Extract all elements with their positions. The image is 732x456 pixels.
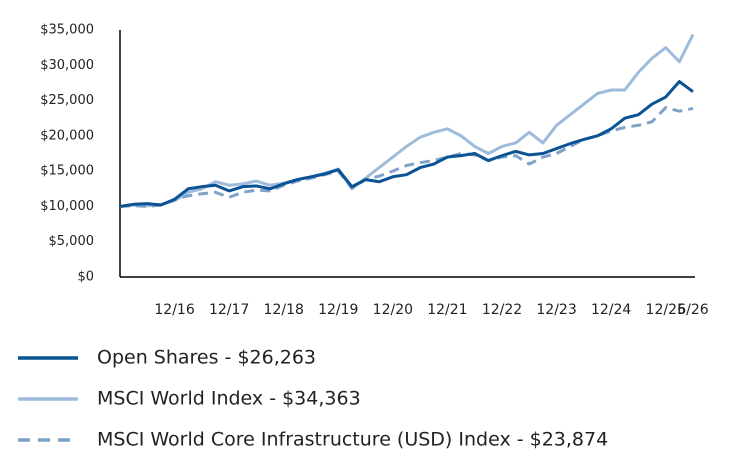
x-tick-label: 12/25	[646, 302, 686, 318]
x-tick-label: 6/26	[677, 302, 709, 318]
y-tick-label: $0	[77, 270, 94, 285]
legend-label: Open Shares - $26,263	[97, 347, 316, 369]
y-tick-label: $25,000	[40, 93, 94, 108]
y-tick-label: $15,000	[40, 164, 94, 179]
x-tick-label: 12/19	[318, 302, 358, 318]
legend-label: MSCI World Index - $34,363	[97, 388, 361, 410]
x-tick-label: 12/21	[427, 302, 467, 318]
series-line	[119, 33, 695, 208]
series-line	[119, 80, 694, 208]
x-tick-label: 12/16	[154, 302, 194, 318]
x-tick-label: 12/18	[264, 302, 304, 318]
series-line	[119, 106, 694, 208]
x-tick-label: 12/22	[482, 302, 522, 318]
x-tick-label: 12/20	[373, 302, 413, 318]
y-tick-label: $30,000	[40, 58, 94, 73]
x-tick-label: 12/24	[591, 302, 631, 318]
legend-label: MSCI World Core Infrastructure (USD) Ind…	[97, 429, 608, 451]
y-tick-label: $5,000	[49, 234, 95, 249]
x-tick-label: 12/23	[536, 302, 576, 318]
x-tick-label: 12/17	[209, 302, 249, 318]
y-tick-label: $20,000	[40, 128, 94, 143]
y-tick-label: $35,000	[40, 23, 94, 38]
y-tick-label: $10,000	[40, 199, 94, 214]
